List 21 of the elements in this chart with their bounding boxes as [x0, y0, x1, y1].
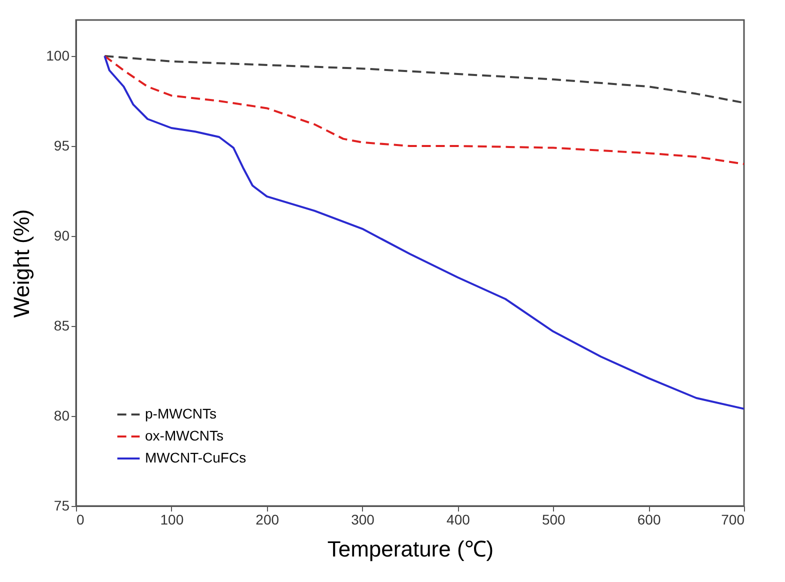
y-tick-label: 80	[54, 408, 70, 424]
legend-label: p-MWCNTs	[145, 406, 217, 422]
x-tick-label: 200	[256, 512, 280, 528]
x-tick-label: 500	[542, 512, 566, 528]
x-axis-title: Temperature (℃)	[327, 536, 494, 562]
legend-label: MWCNT-CuFCs	[145, 450, 246, 466]
line-series	[104, 55, 745, 410]
x-tick-label: 400	[446, 512, 470, 528]
y-tick-label: 95	[54, 138, 70, 154]
x-tick-label: 700	[721, 512, 745, 528]
x-tick-label: 0	[76, 512, 84, 528]
y-tick-label: 85	[54, 318, 70, 334]
y-tick-label: 100	[46, 48, 70, 64]
x-tick-label: 300	[351, 512, 375, 528]
x-tick-label: 600	[637, 512, 661, 528]
x-tick-label: 100	[160, 512, 184, 528]
y-tick-label: 90	[54, 228, 70, 244]
line-series	[104, 55, 745, 165]
legend-label: ox-MWCNTs	[145, 428, 224, 444]
y-axis-title: Weight (%)	[9, 209, 34, 318]
y-tick-label: 75	[54, 498, 70, 514]
